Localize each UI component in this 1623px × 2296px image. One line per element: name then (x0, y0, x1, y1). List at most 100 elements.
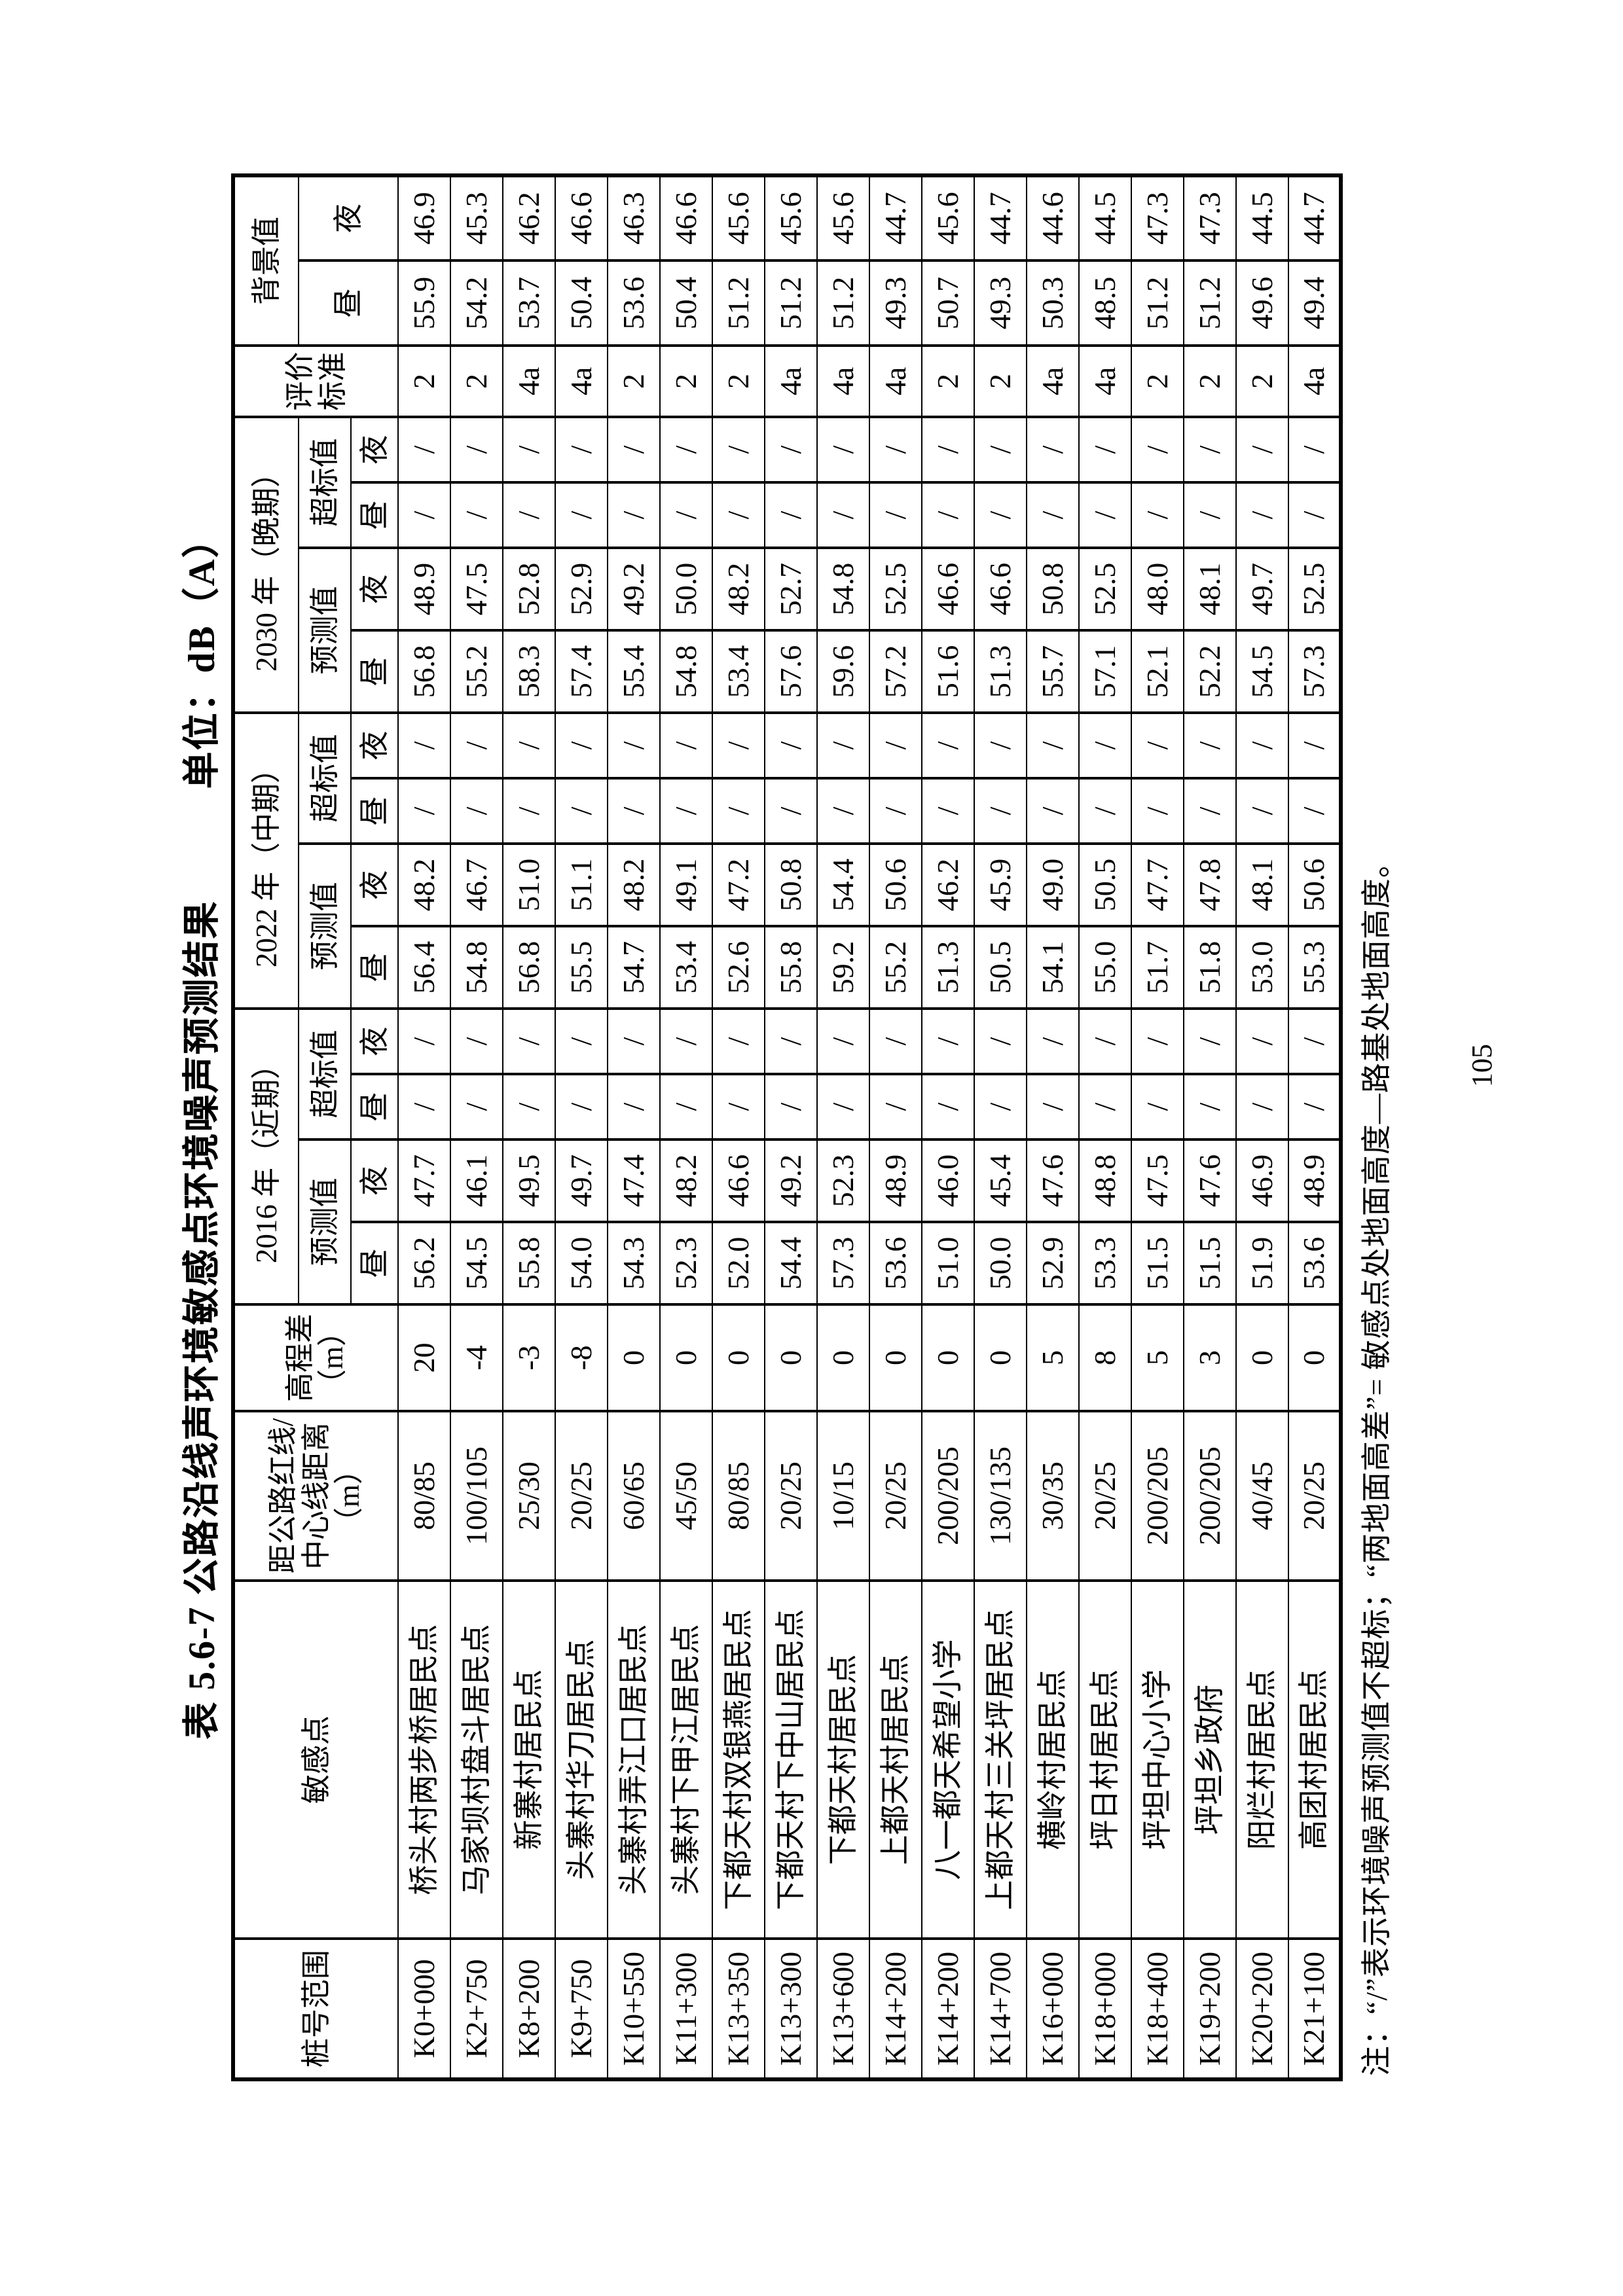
predicted-2030-night-cell: 54.8 (817, 547, 869, 630)
predicted-2016-night-cell: 49.5 (503, 1139, 555, 1222)
sensitive-point-cell: 新寨村居民点 (503, 1581, 555, 1939)
stake-range-cell: K16+000 (1027, 1939, 1079, 2079)
predicted-2022-night-cell: 50.6 (1288, 843, 1341, 926)
header-year-2022: 2022 年（中期） (233, 712, 299, 1009)
exceedance-2016-night-cell: / (1079, 1008, 1131, 1074)
predicted-2016-day-cell: 51.9 (1236, 1222, 1288, 1304)
header-exceedance-2022: 超标值 (299, 712, 351, 844)
distance-m-cell: 30/35 (1027, 1411, 1079, 1581)
table-row: K14+700 上都天村三关坪居民点 130/135 0 50.0 45.4//50.5 4… (974, 175, 1027, 2079)
predicted-2030-day-cell: 56.8 (398, 630, 450, 713)
exceedance-2022-day-cell: / (608, 778, 660, 844)
exceedance-2022-night-cell: / (817, 712, 869, 778)
predicted-2030-night-cell: 48.1 (1184, 547, 1236, 630)
exceedance-2030-night-cell: / (712, 416, 765, 482)
predicted-2030-night-cell: 52.7 (765, 547, 817, 630)
standard-cell: 2 (974, 345, 1027, 417)
header-exceedance-2016: 超标值 (299, 1008, 351, 1139)
exceedance-2016-day-cell: / (869, 1074, 922, 1139)
predicted-2030-night-cell: 49.7 (1236, 547, 1288, 630)
predicted-2030-night-cell: 46.6 (922, 547, 974, 630)
standard-cell: 4a (817, 345, 869, 417)
predicted-2016-night-cell: 46.1 (450, 1139, 503, 1222)
predicted-2030-night-cell: 50.8 (1027, 547, 1079, 630)
predicted-2016-day-cell: 53.6 (869, 1222, 922, 1304)
exceedance-2030-night-cell: / (398, 416, 450, 482)
predicted-2022-night-cell: 46.2 (922, 843, 974, 926)
exceedance-2022-day-cell: / (712, 778, 765, 844)
header-stake-range: 桩号范围 (233, 1939, 398, 2079)
background-night-cell: 46.6 (660, 175, 712, 260)
exceedance-2022-day-cell: / (817, 778, 869, 844)
predicted-2030-night-cell: 47.5 (450, 547, 503, 630)
stake-range-cell: K14+200 (922, 1939, 974, 2079)
exceedance-2022-night-cell: / (922, 712, 974, 778)
exceedance-2016-day-cell: / (765, 1074, 817, 1139)
sensitive-point-cell: 下都天村下中山居民点 (765, 1581, 817, 1939)
predicted-2030-day-cell: 57.1 (1079, 630, 1131, 713)
exceedance-2030-night-cell: / (817, 416, 869, 482)
stake-range-cell: K9+750 (555, 1939, 608, 2079)
elevation-diff-m-cell: 0 (1236, 1304, 1288, 1411)
table-row: K2+750 马家坝村盘斗居民点 100/105 -4 54.5 46.1//54.8 46… (450, 175, 503, 2079)
predicted-2016-night-cell: 52.3 (817, 1139, 869, 1222)
exceedance-2030-day-cell: / (1027, 482, 1079, 548)
exceedance-2030-day-cell: / (922, 482, 974, 548)
predicted-2016-day-cell: 55.8 (503, 1222, 555, 1304)
distance-m-cell: 80/85 (712, 1411, 765, 1581)
header-night: 夜 (351, 712, 398, 778)
sensitive-point-cell: 下都天村双银燕居民点 (712, 1581, 765, 1939)
predicted-2022-night-cell: 50.6 (869, 843, 922, 926)
sensitive-point-cell: 上都天村三关坪居民点 (974, 1581, 1027, 1939)
predicted-2016-day-cell: 52.3 (660, 1222, 712, 1304)
distance-m-cell: 80/85 (398, 1411, 450, 1581)
standard-cell: 2 (450, 345, 503, 417)
exceedance-2030-night-cell: / (974, 416, 1027, 482)
stake-range-cell: K21+100 (1288, 1939, 1341, 2079)
background-night-cell: 44.7 (974, 175, 1027, 260)
exceedance-2016-day-cell: / (450, 1074, 503, 1139)
header-day: 昼 (351, 925, 398, 1009)
stake-range-cell: K0+000 (398, 1939, 450, 2079)
predicted-2022-day-cell: 59.2 (817, 925, 869, 1009)
exceedance-2016-night-cell: / (1288, 1008, 1341, 1074)
exceedance-2030-day-cell: / (450, 482, 503, 548)
footnote: 注：“/”表示环境噪声预测值不超标；“两地面高差”= 敏感点处地面高度—路基处地… (1360, 847, 1393, 2076)
predicted-2030-day-cell: 51.6 (922, 630, 974, 713)
standard-cell: 2 (922, 345, 974, 417)
table-body: K0+000 桥头村两步桥居民点 80/85 20 56.2 47.7//56.4 48.2… (398, 175, 1341, 2079)
exceedance-2022-night-cell: / (450, 712, 503, 778)
exceedance-2022-day-cell: / (1027, 778, 1079, 844)
background-night-cell: 47.3 (1184, 175, 1236, 260)
sensitive-point-cell: 下都天村居民点 (817, 1581, 869, 1939)
predicted-2022-day-cell: 55.2 (869, 925, 922, 1009)
exceedance-2022-night-cell: / (660, 712, 712, 778)
header-day: 昼 (351, 630, 398, 713)
predicted-2016-day-cell: 50.0 (974, 1222, 1027, 1304)
exceedance-2022-night-cell: / (1184, 712, 1236, 778)
exceedance-2022-day-cell: / (1079, 778, 1131, 844)
exceedance-2016-day-cell: / (1131, 1074, 1184, 1139)
background-day-cell: 55.9 (398, 260, 450, 346)
exceedance-2030-night-cell: / (1184, 416, 1236, 482)
header-day: 昼 (351, 1074, 398, 1139)
sensitive-point-cell: 头寨村华刀居民点 (555, 1581, 608, 1939)
exceedance-2030-day-cell: / (712, 482, 765, 548)
predicted-2022-day-cell: 50.5 (974, 925, 1027, 1009)
header-sensitive-point: 敏感点 (233, 1581, 398, 1939)
standard-cell: 4a (1288, 345, 1341, 417)
header-night: 夜 (351, 1139, 398, 1222)
stake-range-cell: K2+750 (450, 1939, 503, 2079)
distance-m-cell: 40/45 (1236, 1411, 1288, 1581)
distance-m-cell: 20/25 (1288, 1411, 1341, 1581)
page-number: 105 (1466, 1044, 1498, 1087)
table-row: K10+550 头寨村弄江口居民点 60/65 0 54.3 47.4//54.7 48.2… (608, 175, 660, 2079)
elevation-diff-m-cell: 3 (1184, 1304, 1236, 1411)
table-row: K14+200 八一都天希望小学 200/205 0 51.0 46.0//51.3 46.… (922, 175, 974, 2079)
exceedance-2016-night-cell: / (974, 1008, 1027, 1074)
predicted-2022-day-cell: 53.4 (660, 925, 712, 1009)
predicted-2016-night-cell: 48.2 (660, 1139, 712, 1222)
table-row: K0+000 桥头村两步桥居民点 80/85 20 56.2 47.7//56.4 48.2… (398, 175, 450, 2079)
exceedance-2016-night-cell: / (450, 1008, 503, 1074)
